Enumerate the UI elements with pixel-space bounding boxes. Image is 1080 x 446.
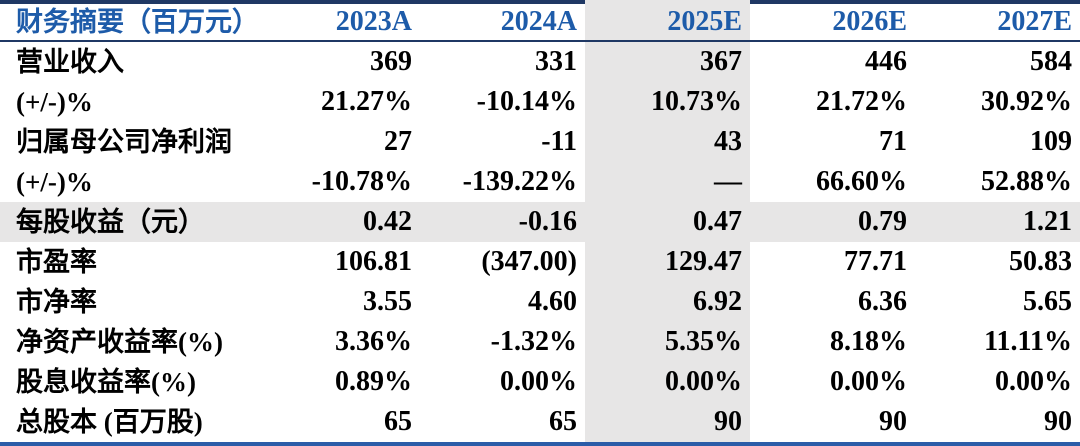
value-cell: 66.60% <box>816 166 907 197</box>
value-cell: 27 <box>384 126 412 157</box>
value-cell: 65 <box>420 402 585 446</box>
row-label: (+/-)% <box>16 167 93 197</box>
value-cell: 10.73% <box>585 82 750 122</box>
row-label: 总股本 (百万股) <box>0 402 255 446</box>
value-cell: 0.00% <box>830 366 907 397</box>
table-row: 总股本 (百万股) 65 65 90 90 90 <box>0 402 1080 446</box>
row-label: 营业收入 <box>16 47 124 77</box>
value-cell: 90 <box>585 402 750 446</box>
value-cell: 11.11% <box>984 326 1072 357</box>
value-cell: -0.16 <box>420 202 585 242</box>
table-row: (+/-)% -10.78% -139.22% — 66.60% 52.88% <box>0 162 1080 202</box>
row-label: 市净率 <box>16 287 97 317</box>
value-cell: 109 <box>1030 126 1072 157</box>
table-row: 净资产收益率(%) 3.36% -1.32% 5.35% 8.18% 11.11% <box>0 322 1080 362</box>
column-header-2026e: 2026E <box>750 0 915 42</box>
value-cell: -10.78% <box>311 166 412 197</box>
value-cell: 0.89% <box>335 366 412 397</box>
row-label: 股息收益率(%) <box>16 367 196 397</box>
value-cell: -1.32% <box>490 326 577 357</box>
table-row: 市盈率 106.81 (347.00) 129.47 77.71 50.83 <box>0 242 1080 282</box>
row-label: 归属母公司净利润 <box>16 127 232 157</box>
value-cell: 21.27% <box>321 86 412 117</box>
value-cell: 5.65 <box>1023 286 1072 317</box>
value-cell: 52.88% <box>981 166 1072 197</box>
value-cell: 77.71 <box>844 246 907 277</box>
value-cell: -10.14% <box>476 86 577 117</box>
value-cell: 1.21 <box>915 202 1080 242</box>
table-row: (+/-)% 21.27% -10.14% 10.73% 21.72% 30.92% <box>0 82 1080 122</box>
value-cell: 3.36% <box>335 326 412 357</box>
value-cell: 0.47 <box>585 202 750 242</box>
row-label: (+/-)% <box>16 87 93 117</box>
value-cell: 584 <box>1030 46 1072 77</box>
value-cell: 367 <box>585 41 750 82</box>
value-cell: 5.35% <box>585 322 750 362</box>
column-header-2023a: 2023A <box>255 0 420 42</box>
header-row: 财务摘要（百万元） 2023A 2024A 2025E 2026E 2027E <box>0 0 1080 42</box>
value-cell: 65 <box>255 402 420 446</box>
value-cell: 0.42 <box>255 202 420 242</box>
value-cell: (347.00) <box>481 246 577 277</box>
value-cell: 0.00% <box>995 366 1072 397</box>
value-cell: 446 <box>865 46 907 77</box>
column-header-2025e: 2025E <box>585 0 750 42</box>
table-row: 市净率 3.55 4.60 6.92 6.36 5.65 <box>0 282 1080 322</box>
value-cell: 71 <box>879 126 907 157</box>
value-cell: 129.47 <box>585 242 750 282</box>
value-cell: 50.83 <box>1009 246 1072 277</box>
value-cell: -11 <box>541 126 577 157</box>
value-cell: 0.00% <box>585 362 750 402</box>
value-cell: 0.79 <box>750 202 915 242</box>
row-label: 净资产收益率(%) <box>16 327 223 357</box>
value-cell: — <box>585 162 750 202</box>
value-cell: 331 <box>535 46 577 77</box>
value-cell: 43 <box>585 122 750 162</box>
table-row: 每股收益（元） 0.42 -0.16 0.47 0.79 1.21 <box>0 202 1080 242</box>
table-row: 股息收益率(%) 0.89% 0.00% 0.00% 0.00% 0.00% <box>0 362 1080 402</box>
table-row: 营业收入 369 331 367 446 584 <box>0 41 1080 82</box>
value-cell: 6.36 <box>858 286 907 317</box>
value-cell: 6.92 <box>585 282 750 322</box>
value-cell: 0.00% <box>500 366 577 397</box>
value-cell: 8.18% <box>830 326 907 357</box>
value-cell: -139.22% <box>462 166 577 197</box>
value-cell: 30.92% <box>981 86 1072 117</box>
value-cell: 4.60 <box>528 286 577 317</box>
column-header-2024a: 2024A <box>420 0 585 42</box>
column-header-2027e: 2027E <box>915 0 1080 42</box>
row-label: 市盈率 <box>16 247 97 277</box>
value-cell: 21.72% <box>816 86 907 117</box>
value-cell: 90 <box>915 402 1080 446</box>
value-cell: 3.55 <box>363 286 412 317</box>
table-row: 归属母公司净利润 27 -11 43 71 109 <box>0 122 1080 162</box>
value-cell: 369 <box>370 46 412 77</box>
row-label: 每股收益（元） <box>0 202 255 242</box>
value-cell: 90 <box>750 402 915 446</box>
table-title: 财务摘要（百万元） <box>0 0 259 42</box>
value-cell: 106.81 <box>335 246 412 277</box>
